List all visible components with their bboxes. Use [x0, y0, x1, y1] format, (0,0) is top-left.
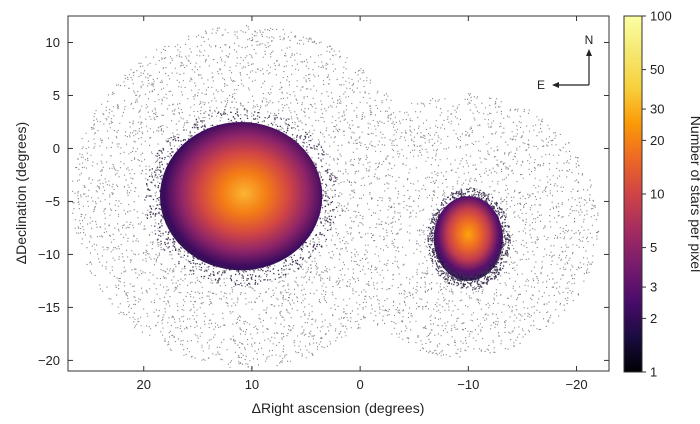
compass: N E	[537, 33, 593, 92]
y-axis-title: ΔDeclination (degrees)	[13, 122, 29, 264]
y-tick-label: −5	[45, 194, 60, 209]
scattered-stars	[72, 25, 600, 369]
colorbar-tick-label: 5	[650, 240, 657, 255]
star-field	[72, 25, 600, 369]
colorbar-tick-label: 100	[650, 9, 672, 24]
x-tick-label: −20	[566, 377, 588, 392]
plot-frame	[67, 15, 610, 372]
x-axis: 20 10 0 −10 −20	[137, 16, 588, 392]
x-tick-label: 20	[137, 377, 151, 392]
colorbar-tick-label: 10	[650, 187, 664, 202]
x-axis-title: ΔRight ascension (degrees)	[252, 400, 425, 416]
east-arrowhead-icon	[552, 82, 559, 88]
x-tick-label: 0	[357, 377, 364, 392]
compass-east-label: E	[537, 78, 545, 92]
density-region-smc	[433, 196, 503, 281]
compass-north-label: N	[585, 33, 594, 47]
y-tick-label: −20	[38, 353, 60, 368]
y-tick-label: 10	[46, 35, 60, 50]
colorbar-tick-label: 30	[650, 102, 664, 117]
y-axis: 10 5 0 −5 −10 −15 −20	[38, 35, 609, 368]
colorbar-tick-label: 2	[650, 311, 657, 326]
colorbar-tick-label: 3	[650, 280, 657, 295]
colorbar-tick-label: 50	[650, 62, 664, 77]
colorbar-gradient	[623, 15, 643, 373]
density-regions	[145, 108, 511, 291]
x-tick-label: 10	[245, 377, 259, 392]
x-tick-label: −10	[457, 377, 479, 392]
colorbar-label: Number of stars per pixel	[688, 116, 700, 272]
north-arrowhead-icon	[586, 49, 592, 56]
y-tick-label: −10	[38, 247, 60, 262]
colorbar-tick-label: 20	[650, 133, 664, 148]
colorbar-tick-label: 1	[650, 365, 657, 380]
y-tick-label: −15	[38, 300, 60, 315]
y-tick-label: 0	[53, 141, 60, 156]
colorbar: 100 50 30 20 10 5 3 2 1 Number of stars per pixe…	[623, 9, 700, 380]
density-region-lmc	[159, 121, 323, 271]
y-tick-label: 5	[53, 88, 60, 103]
